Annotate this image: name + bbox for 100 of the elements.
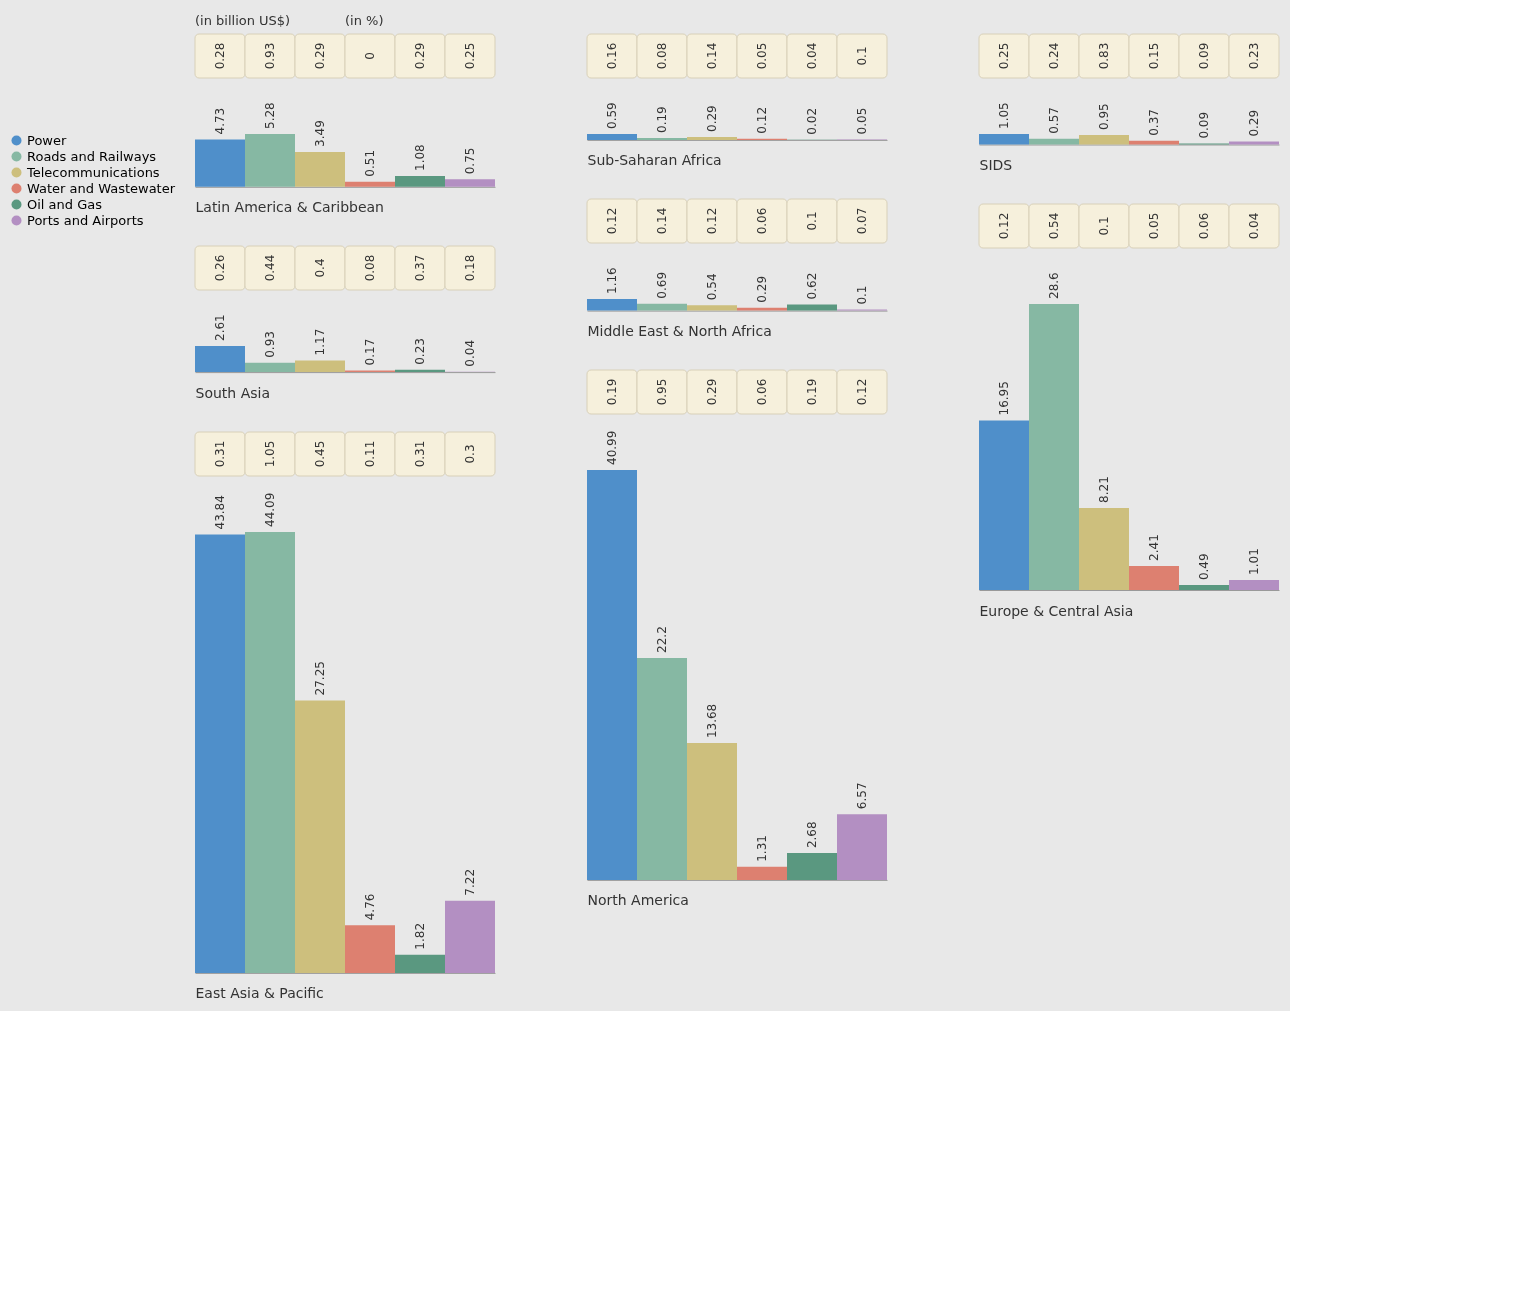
bar: [687, 743, 737, 880]
text: 0.06: [755, 378, 769, 406]
data-label: 40.99: [605, 430, 619, 465]
data-label: 0.95: [1097, 103, 1111, 130]
legend-label: Water and Wastewater: [27, 180, 176, 196]
text: 0.1: [805, 211, 819, 231]
bar: [687, 305, 737, 311]
bar: [587, 470, 637, 880]
x-axis-title: Sub-Saharan Africa: [587, 152, 722, 169]
data-label: 1.82: [413, 922, 427, 950]
text: 0.08: [363, 254, 377, 282]
bar: [787, 304, 837, 311]
bar: [195, 139, 245, 187]
bar: [1029, 138, 1079, 145]
data-label: 0.05: [855, 107, 869, 135]
data-label: 0.29: [1247, 109, 1261, 137]
data-label: 0.1: [855, 285, 869, 305]
data-label: 22.2: [655, 626, 669, 653]
data-label: 27.25: [313, 661, 327, 696]
text: 0.29: [313, 42, 327, 70]
bar: [737, 866, 787, 880]
bar: [195, 534, 245, 973]
data-label: 16.95: [997, 381, 1011, 416]
text: 0.14: [705, 42, 719, 70]
data-label: 0.09: [1197, 111, 1211, 139]
text: 0.04: [1247, 212, 1261, 240]
legend-label: Oil and Gas: [27, 196, 103, 212]
bar: [1079, 507, 1129, 590]
bar: [445, 179, 495, 187]
bar: [245, 532, 295, 973]
bar: [345, 181, 395, 187]
text: 0.1: [1097, 216, 1111, 236]
text: 0.12: [997, 212, 1011, 240]
text: 0.18: [463, 254, 477, 282]
data-label: 4.76: [363, 893, 377, 921]
data-label: 0.23: [413, 338, 427, 365]
x-axis-title: Latin America & Caribbean: [195, 199, 384, 216]
data-label: 28.6: [1047, 272, 1061, 299]
x-axis-title: SIDS: [979, 157, 1013, 173]
data-label: 0.29: [705, 105, 719, 132]
data-label: 5.28: [263, 102, 277, 129]
bar: [295, 700, 345, 973]
text: 0.12: [855, 378, 869, 406]
text: 0.19: [805, 378, 819, 406]
bar: [1229, 579, 1279, 590]
text: 0.29: [413, 42, 427, 70]
text: 0.23: [1247, 42, 1261, 70]
text: 0.28: [213, 42, 227, 70]
text: 0.19: [605, 378, 619, 406]
text: 0.09: [1197, 42, 1211, 70]
text: 0.31: [213, 440, 227, 468]
bar: [1079, 135, 1129, 145]
bar: [395, 176, 445, 187]
data-label: 8.21: [1097, 476, 1111, 503]
legend-label: Ports and Airports: [27, 212, 144, 228]
data-label: 3.49: [313, 120, 327, 147]
bar: [245, 134, 295, 187]
text: 0.04: [805, 42, 819, 70]
data-label: 1.17: [313, 328, 327, 356]
text: 0.12: [705, 207, 719, 235]
data-label: 0.62: [805, 272, 819, 300]
data-label: 0.69: [655, 271, 669, 299]
text: 0.29: [705, 378, 719, 406]
text: 0.95: [655, 378, 669, 406]
bar: [737, 307, 787, 311]
text: 0.37: [413, 254, 427, 282]
bar: [295, 360, 345, 373]
data-label: 2.68: [805, 821, 819, 849]
bar: [979, 134, 1029, 145]
text: 0.3: [463, 444, 477, 464]
text: 0.05: [1147, 212, 1161, 240]
text: (in %): [345, 13, 384, 28]
legend-label: Telecommunications: [26, 164, 160, 180]
data-label: 0.51: [363, 149, 377, 177]
text: 0.26: [213, 254, 227, 282]
text: 0.06: [1197, 212, 1211, 240]
bar: [1229, 141, 1279, 145]
text: 0.05: [755, 42, 769, 70]
bar: [1129, 140, 1179, 145]
data-label: 0.59: [605, 102, 619, 129]
data-label: 1.16: [605, 267, 619, 294]
text: 0.12: [605, 207, 619, 235]
data-label: 0.17: [363, 338, 377, 366]
x-axis-title: East Asia & Pacific: [195, 985, 324, 1002]
bar: [195, 346, 245, 373]
text: 0.54: [1047, 212, 1061, 240]
data-label: 0.75: [463, 147, 477, 175]
data-label: 2.61: [213, 314, 227, 341]
text: 0.31: [413, 440, 427, 468]
bar: [1179, 585, 1229, 590]
legend-label: Roads and Railways: [27, 148, 157, 164]
data-label: 6.57: [855, 782, 869, 810]
bar: [345, 925, 395, 973]
bar: [1129, 565, 1179, 590]
data-label: 1.05: [997, 102, 1011, 129]
text: 0: [363, 52, 377, 60]
x-axis-title: Europe & Central Asia: [979, 602, 1134, 619]
bar: [445, 900, 495, 973]
text: 0.93: [263, 42, 277, 70]
bar: [395, 954, 445, 973]
